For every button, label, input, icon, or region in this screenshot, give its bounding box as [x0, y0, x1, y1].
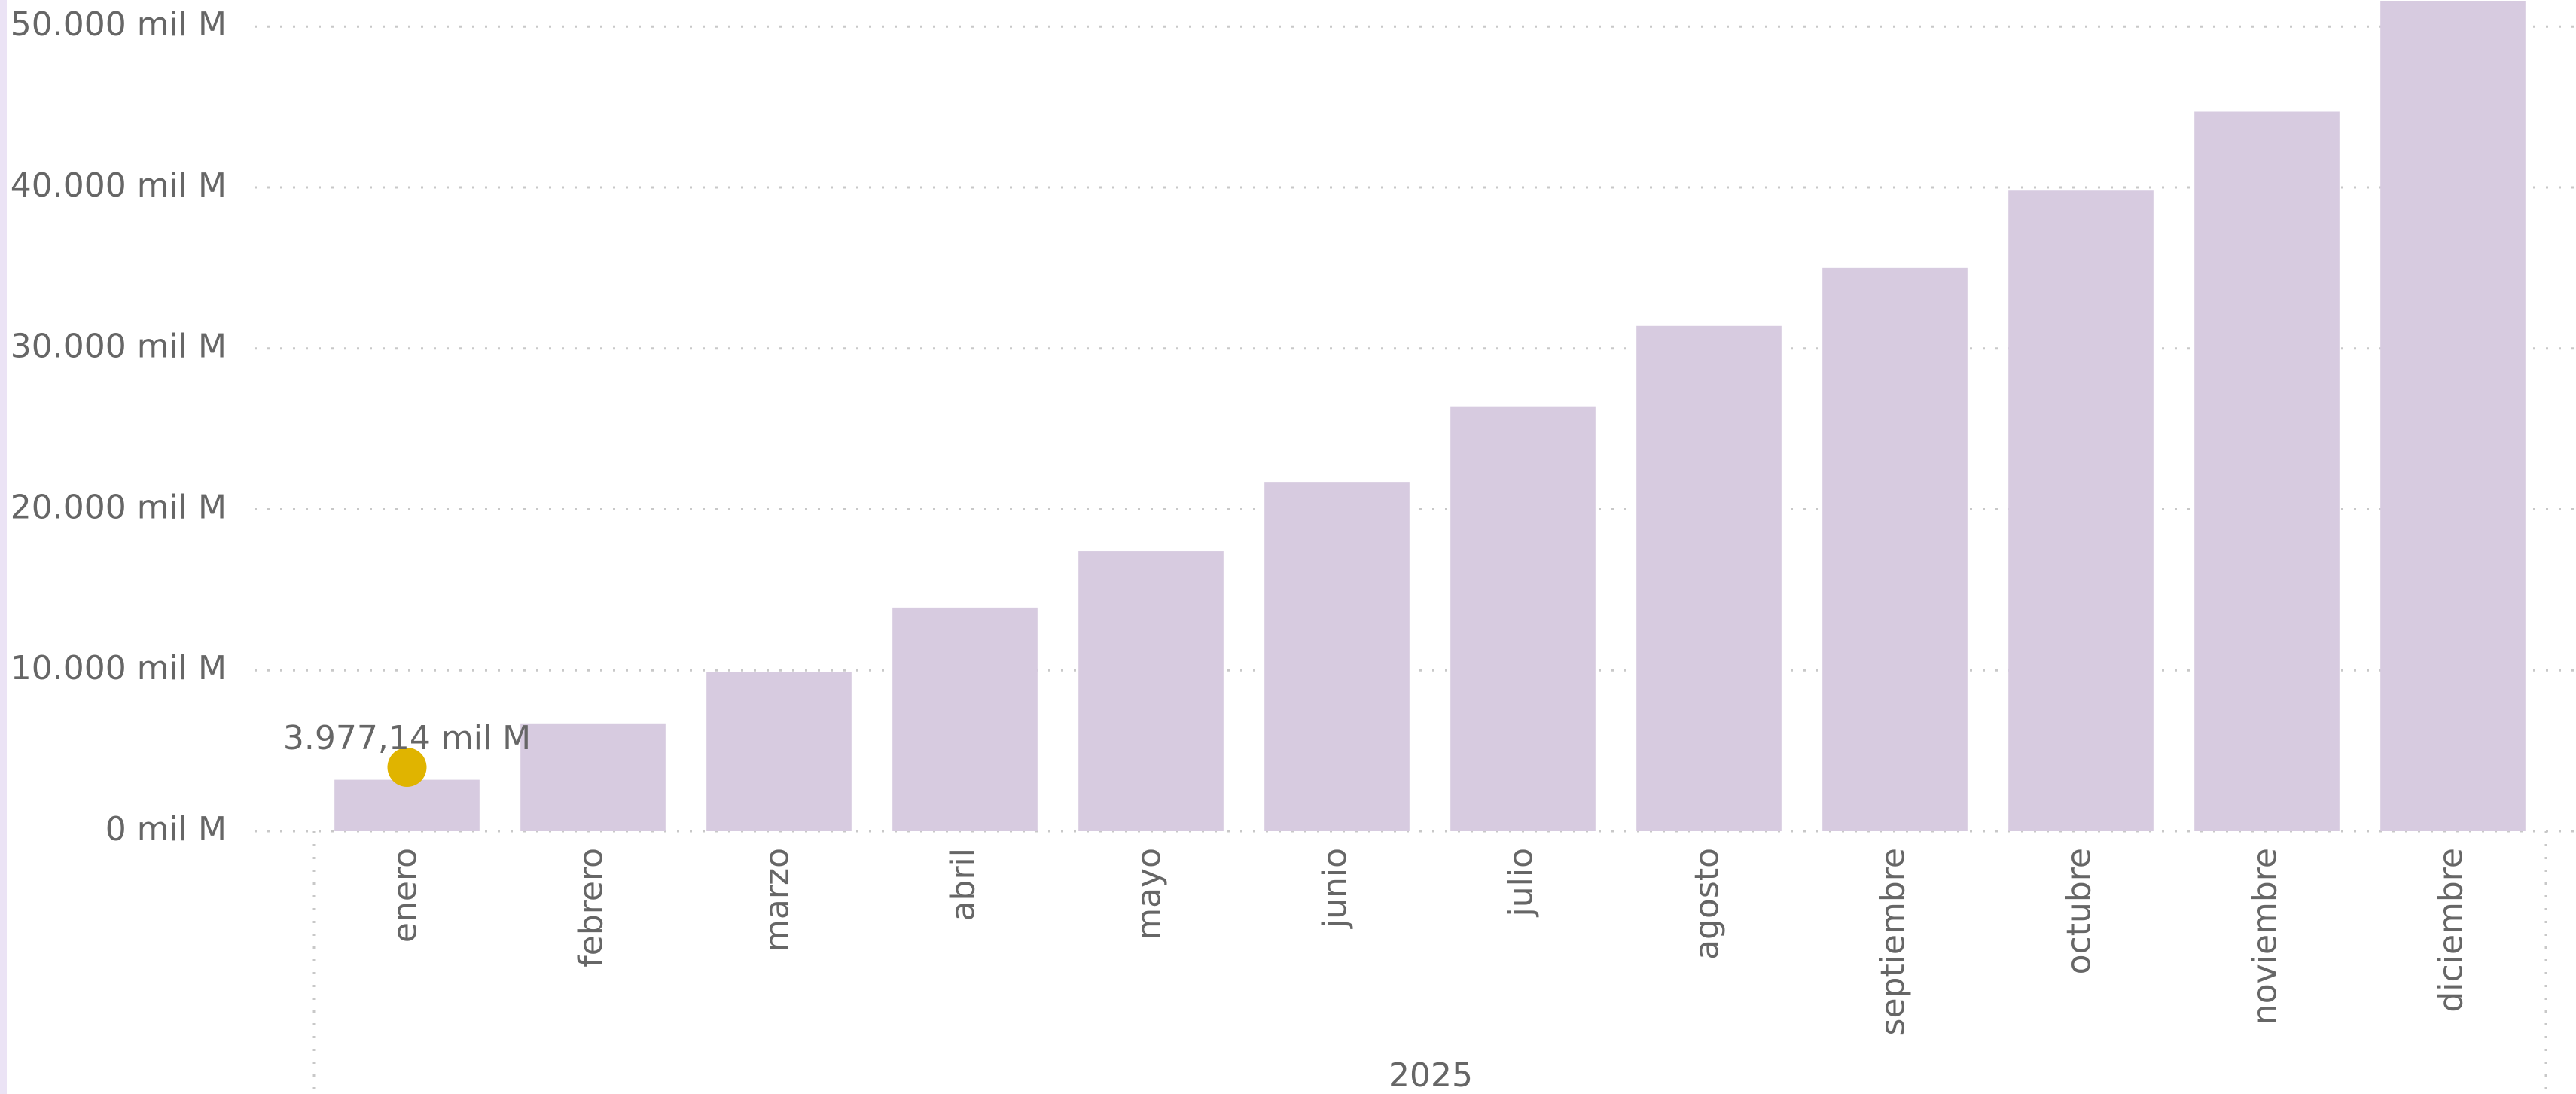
x-tick-label: julio	[1502, 848, 1541, 917]
bar	[334, 779, 480, 831]
x-tick-label: noviembre	[2246, 848, 2285, 1025]
bar	[2194, 111, 2340, 831]
bar	[1636, 325, 1782, 832]
y-tick-label: 40.000 mil M	[11, 166, 227, 205]
bar	[706, 672, 852, 831]
x-tick-label: junio	[1316, 848, 1355, 929]
bar	[892, 607, 1038, 831]
y-tick-label: 20.000 mil M	[11, 488, 227, 526]
x-tick-label: agosto	[1688, 848, 1727, 960]
x-group-label: 2025	[1389, 1056, 1473, 1094]
x-tick-label: diciembre	[2432, 848, 2471, 1013]
x-tick-label: septiembre	[1874, 848, 1913, 1035]
y-tick-label: 50.000 mil M	[11, 5, 227, 44]
bar	[1078, 551, 1224, 831]
bar	[1264, 482, 1410, 831]
data-label: 3.977,14 mil M	[283, 719, 531, 757]
x-tick-label: octubre	[2060, 848, 2099, 974]
x-tick-label: marzo	[758, 848, 797, 952]
bar	[1822, 267, 1968, 832]
bar	[520, 723, 666, 831]
x-tick-label: abril	[944, 848, 983, 921]
left-border	[0, 0, 7, 1094]
bar	[2380, 1, 2526, 831]
y-tick-label: 10.000 mil M	[11, 649, 227, 687]
bar	[2008, 190, 2154, 831]
x-tick-label: mayo	[1130, 848, 1169, 940]
bar	[1450, 406, 1596, 831]
x-tick-label: febrero	[572, 848, 611, 968]
marker	[387, 747, 427, 787]
y-tick-label: 0 mil M	[105, 810, 227, 849]
x-tick-label: enero	[386, 848, 425, 943]
y-tick-label: 30.000 mil M	[11, 328, 227, 366]
